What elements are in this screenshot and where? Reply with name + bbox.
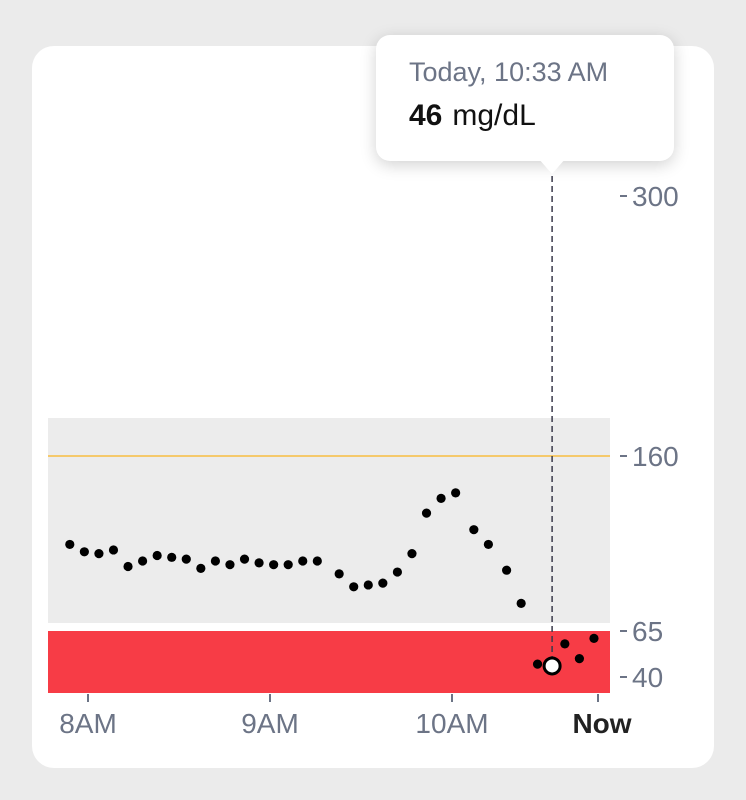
data-point[interactable] — [532, 659, 543, 669]
target-range-band — [48, 418, 610, 623]
data-point[interactable] — [298, 556, 308, 566]
x-tick-label: 10AM — [415, 708, 488, 739]
data-point[interactable] — [574, 654, 585, 664]
selected-data-point[interactable] — [542, 656, 562, 676]
data-point[interactable] — [196, 563, 206, 573]
y-tick-label: 40 — [632, 662, 663, 693]
x-tick-label-now: Now — [572, 708, 631, 739]
y-tick-label: 65 — [632, 616, 663, 647]
data-point[interactable] — [181, 554, 191, 564]
data-point[interactable] — [436, 493, 446, 503]
data-point[interactable] — [363, 580, 373, 590]
low-range-band — [48, 631, 610, 693]
data-point[interactable] — [79, 547, 89, 557]
tooltip-reading: 46 mg/dL — [409, 99, 536, 133]
data-point[interactable] — [65, 539, 75, 550]
data-point[interactable] — [94, 549, 104, 559]
data-point[interactable] — [152, 550, 162, 561]
data-point[interactable] — [516, 598, 526, 608]
data-point[interactable] — [210, 556, 220, 566]
data-point[interactable] — [560, 639, 570, 649]
tooltip-unit: mg/dL — [452, 99, 536, 132]
x-tick-label: 9AM — [241, 708, 299, 739]
y-tick-label: 160 — [632, 441, 679, 472]
data-point[interactable] — [269, 560, 279, 570]
data-point[interactable] — [483, 539, 493, 550]
data-point[interactable] — [378, 578, 388, 588]
data-point[interactable] — [589, 633, 599, 643]
data-point[interactable] — [407, 549, 417, 559]
data-point[interactable] — [239, 554, 250, 564]
data-point[interactable] — [225, 560, 235, 570]
data-point[interactable] — [138, 556, 148, 566]
data-point[interactable] — [392, 567, 402, 577]
data-point[interactable] — [502, 565, 512, 575]
data-point[interactable] — [283, 560, 293, 570]
data-point[interactable] — [167, 552, 177, 562]
tooltip-value: 46 — [409, 99, 443, 132]
data-point[interactable] — [254, 558, 264, 568]
data-point[interactable] — [421, 508, 432, 518]
data-point[interactable] — [312, 556, 322, 566]
x-tick-label: 8AM — [59, 708, 117, 739]
y-tick-label: 300 — [632, 181, 679, 212]
data-point[interactable] — [123, 561, 133, 572]
tooltip-time: Today, 10:33 AM — [409, 57, 609, 87]
reading-tooltip: Today, 10:33 AM 46 mg/dL — [376, 35, 674, 161]
data-point[interactable] — [469, 525, 479, 535]
data-point[interactable] — [451, 488, 461, 498]
data-point[interactable] — [334, 569, 344, 579]
tooltip-arrow — [538, 158, 566, 174]
data-point[interactable] — [108, 545, 119, 555]
data-point[interactable] — [349, 582, 359, 592]
